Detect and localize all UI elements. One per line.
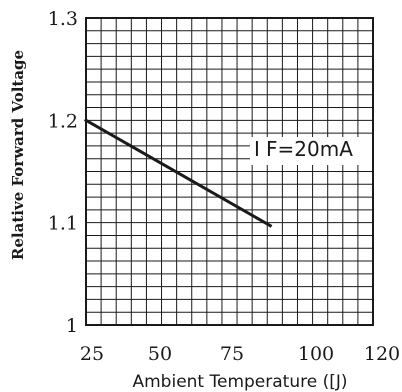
x-tick-label: 100 [298, 343, 334, 365]
y-tick-label: 1.1 [48, 213, 78, 235]
x-tick-label: 50 [148, 343, 172, 365]
grid-layer [86, 18, 373, 325]
x-tick-label: 25 [80, 343, 104, 365]
x-tick-label: 75 [220, 343, 244, 365]
series-layer [83, 118, 273, 228]
annotation-label: I F=20mA [254, 137, 353, 161]
x-tick-label: 120 [364, 343, 400, 365]
annotation-text: F=20mA [266, 137, 353, 161]
y-tick-label: 1.2 [48, 110, 78, 132]
annotation-background [250, 137, 372, 165]
series-line [83, 118, 273, 228]
y-axis-title: Relative Forward Voltage [9, 50, 27, 260]
y-tick-label: 1.3 [48, 8, 78, 30]
annotation-prefix: I [254, 137, 260, 161]
plot-frame [85, 17, 374, 326]
tick-layer: 25 50 75 100 120 1 1.1 1.2 1.3 [48, 8, 400, 365]
y-tick-label: 1 [66, 315, 78, 337]
x-axis-title: Ambient Temperature ([J) [132, 372, 347, 392]
